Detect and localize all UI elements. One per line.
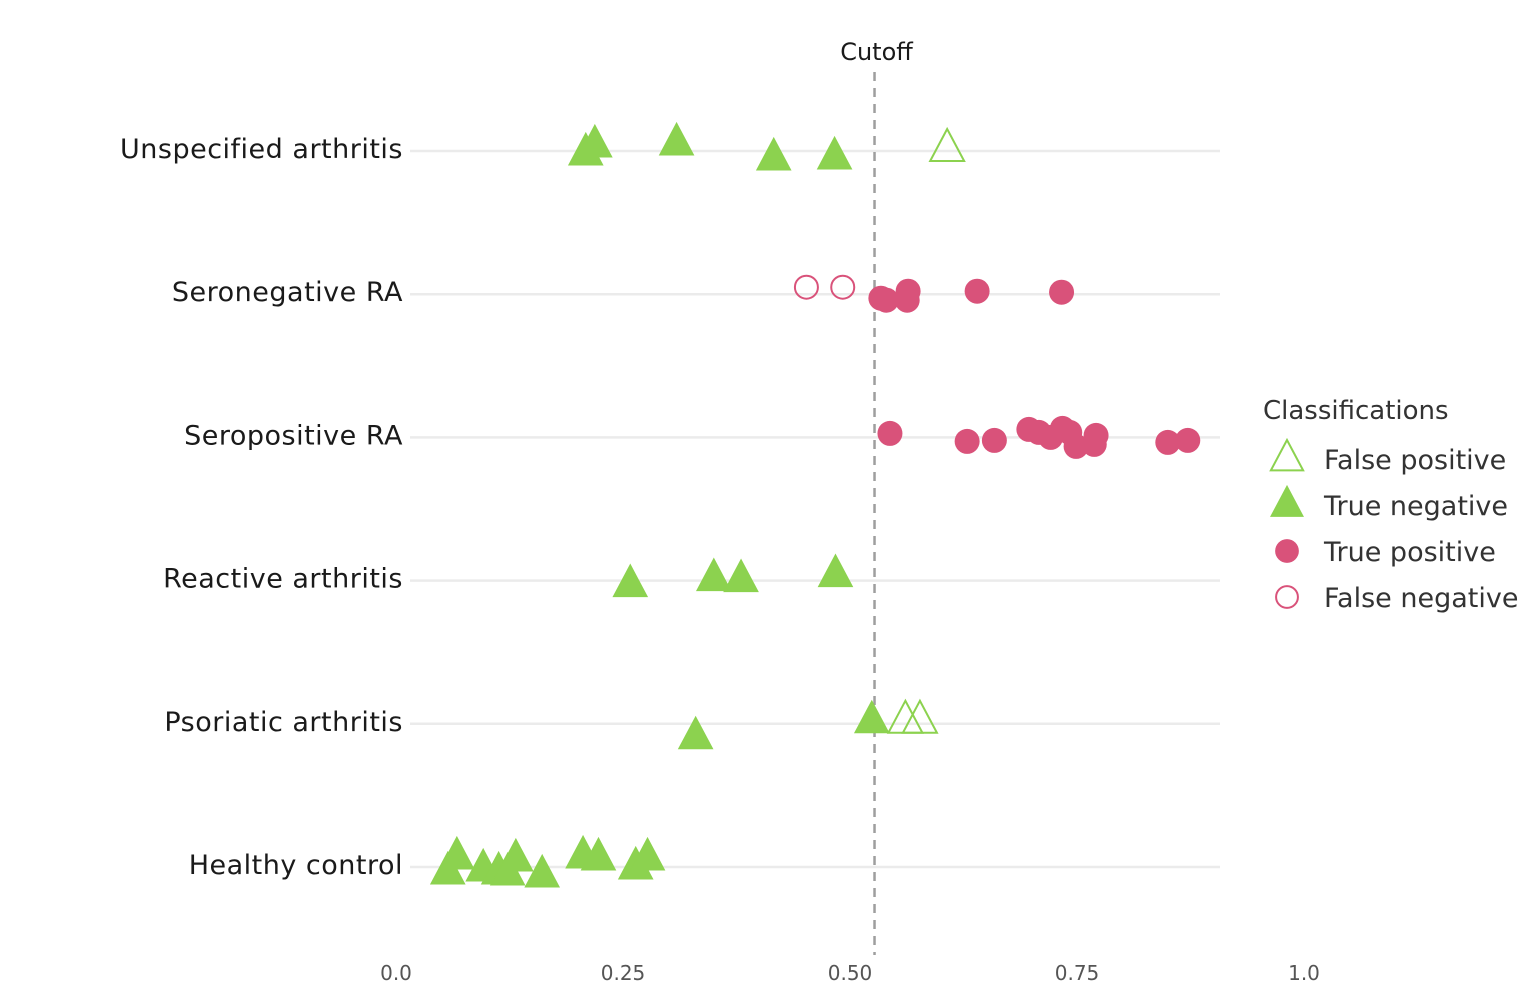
point-true-negative — [577, 123, 613, 158]
category-label-unspecified-arthritis: Unspecified arthritis — [120, 134, 403, 165]
point-false-negative — [793, 274, 819, 300]
legend-label-false-negative: False negative — [1324, 583, 1518, 614]
point-true-positive — [1175, 427, 1201, 453]
point-true-negative — [853, 699, 890, 734]
category-label-seronegative-ra: Seronegative RA — [172, 277, 403, 308]
category-label-reactive-arthritis: Reactive arthritis — [163, 564, 403, 595]
point-true-positive — [964, 278, 990, 304]
point-true-positive — [894, 287, 920, 313]
point-true-negative — [817, 553, 854, 588]
legend-label-true-negative: True negative — [1323, 491, 1508, 522]
category-label-healthy-control: Healthy control — [189, 850, 403, 881]
point-true-negative — [755, 136, 792, 171]
point-true-negative — [723, 558, 759, 593]
category-labels: Unspecified arthritis Seronegative RA Sero… — [120, 134, 403, 881]
x-tick-label: 1.0 — [1288, 961, 1320, 985]
legend-key-false-positive — [1269, 437, 1305, 472]
point-true-negative — [629, 836, 666, 871]
legend: Classifications False positive True negat… — [1263, 396, 1518, 614]
cutoff-marker: Cutoff — [840, 38, 913, 955]
data-points — [429, 121, 1201, 888]
point-true-negative — [498, 837, 534, 872]
point-true-positive — [873, 287, 899, 313]
point-true-negative — [677, 715, 714, 750]
category-label-seropositive-ra: Seropositive RA — [184, 420, 403, 451]
grid-lines — [410, 149, 1220, 869]
point-true-negative — [612, 563, 649, 598]
point-true-negative — [658, 121, 695, 156]
category-label-psoriatic-arthritis: Psoriatic arthritis — [164, 707, 403, 738]
point-true-positive — [1083, 422, 1109, 448]
point-true-negative — [695, 557, 732, 592]
legend-key-true-negative — [1270, 484, 1304, 517]
legend-title: Classifications — [1263, 396, 1449, 426]
point-true-negative — [524, 853, 561, 888]
x-tick-label: 0.75 — [1055, 961, 1100, 985]
x-tick-label: 0.0 — [380, 961, 412, 985]
point-true-positive — [1155, 429, 1181, 455]
point-true-negative — [439, 835, 475, 870]
point-true-negative — [580, 836, 617, 871]
legend-key-true-positive — [1275, 539, 1299, 563]
legend-label-true-positive: True positive — [1323, 537, 1496, 568]
point-true-positive — [1063, 433, 1089, 459]
point-true-positive — [1049, 279, 1075, 305]
legend-key-false-negative — [1275, 585, 1299, 609]
point-false-positive — [901, 698, 939, 734]
x-tick-label: 0.25 — [601, 961, 646, 985]
point-true-positive — [954, 428, 980, 454]
x-axis-ticks: 0.0 0.25 0.50 0.75 1.0 — [380, 961, 1320, 985]
cutoff-label: Cutoff — [840, 38, 913, 66]
point-true-positive — [877, 420, 903, 446]
point-true-positive — [981, 427, 1007, 453]
point-true-negative — [816, 135, 853, 170]
point-false-positive — [928, 126, 966, 162]
x-tick-label: 0.50 — [828, 961, 873, 985]
legend-label-false-positive: False positive — [1324, 445, 1506, 476]
point-false-negative — [830, 274, 856, 300]
